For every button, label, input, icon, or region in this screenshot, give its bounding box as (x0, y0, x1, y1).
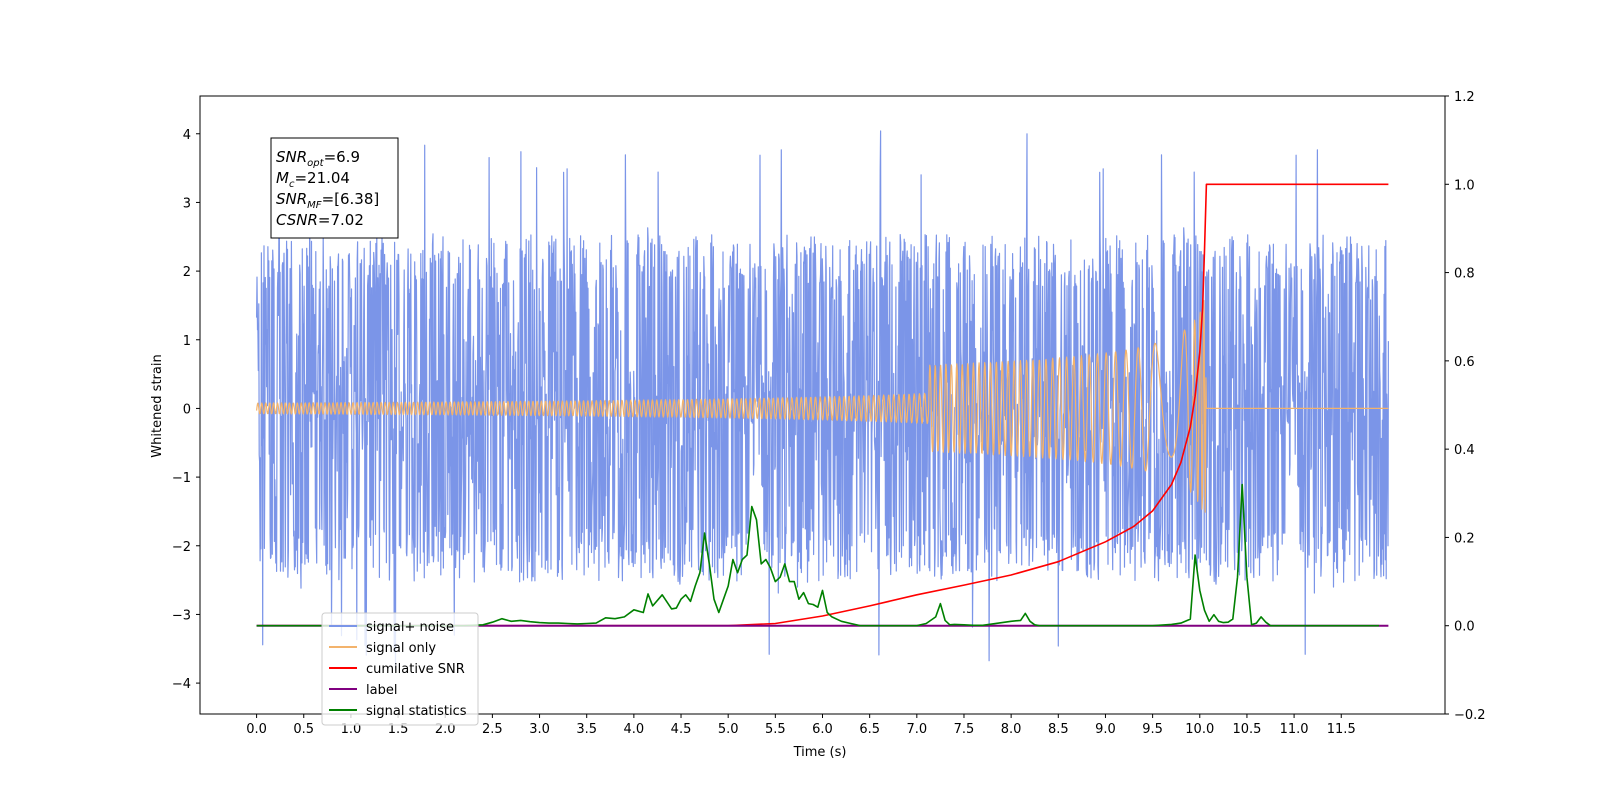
x-tick-label: 7.5 (954, 722, 975, 737)
legend-label: signal+ noise (366, 620, 454, 635)
x-tick-label: 9.0 (1095, 722, 1116, 737)
y2-tick-label: 0.8 (1454, 267, 1475, 282)
x-tick-label: 6.5 (859, 722, 880, 737)
x-axis-label: Time (s) (793, 745, 847, 760)
series-signal-statistics (256, 483, 1379, 627)
x-tick-label: 2.5 (482, 722, 503, 737)
legend-label: signal statistics (366, 704, 467, 719)
x-tick-label: 2.0 (435, 722, 456, 737)
y2-tick-label: −0.2 (1454, 708, 1486, 723)
series-signal-noise (256, 130, 1390, 669)
x-tick-label: 4.0 (624, 722, 645, 737)
x-tick-label: 5.0 (718, 722, 739, 737)
x-tick-label: 3.5 (576, 722, 597, 737)
y-tick-label: 1 (183, 334, 191, 349)
x-tick-label: 0.0 (246, 722, 267, 737)
y-tick-label: 3 (183, 196, 191, 211)
y-tick-label: 0 (183, 402, 191, 417)
legend-label: label (366, 683, 397, 698)
x-tick-label: 4.5 (671, 722, 692, 737)
y-tick-label: −4 (172, 677, 191, 692)
x-tick-label: 5.5 (765, 722, 786, 737)
legend: signal+ noise signal only cumilative SNR la… (321, 612, 479, 726)
series-signal-only (256, 299, 1389, 513)
y-tick-label: 4 (183, 128, 191, 143)
x-tick-label: 11.0 (1280, 722, 1309, 737)
y-axis-label: Whitened strain (150, 354, 165, 457)
x-tick-label: 1.0 (341, 722, 362, 737)
info-line: CSNR=7.02 (276, 211, 364, 229)
y-tick-label: −3 (172, 608, 191, 623)
info-line: SNRopt=6.9 (276, 148, 360, 169)
x-tick-label: 0.5 (293, 722, 314, 737)
legend-label: cumilative SNR (366, 662, 465, 677)
y2-tick-label: 0.4 (1454, 443, 1475, 458)
y-tick-label: 2 (183, 265, 191, 280)
x-tick-label: 10.0 (1185, 722, 1214, 737)
series-layer (256, 130, 1390, 669)
x-tick-label: 3.0 (529, 722, 550, 737)
y2-tick-label: 1.0 (1454, 178, 1475, 193)
y2-tick-label: 0.2 (1454, 531, 1475, 546)
y-axis-right: 1.2 1.0 0.8 0.6 0.4 0.2 0.0 −0.2 (1445, 90, 1486, 723)
y2-tick-label: 1.2 (1454, 90, 1475, 105)
x-tick-label: 8.0 (1001, 722, 1022, 737)
y-axis-left: 4 3 2 1 0 −1 −2 −3 −4 (172, 128, 200, 692)
legend-frame (321, 612, 479, 726)
info-box-frame (270, 137, 399, 239)
x-tick-label: 10.5 (1232, 722, 1261, 737)
x-tick-label: 6.0 (812, 722, 833, 737)
y-tick-label: −1 (172, 471, 191, 486)
info-line: SNRMF=[6.38] (276, 190, 379, 211)
series-cumilative-snr (256, 183, 1389, 627)
x-axis: 0.0 0.5 1.0 1.5 2.0 2.5 3.0 3.5 4.0 4.5 5.0 5.5 6.0 6… (246, 714, 1356, 737)
info-line: Mc=21.04 (276, 169, 350, 190)
legend-label: signal only (366, 641, 436, 656)
x-tick-label: 8.5 (1048, 722, 1069, 737)
y2-tick-label: 0.6 (1454, 355, 1475, 370)
x-tick-label: 11.5 (1327, 722, 1356, 737)
x-tick-label: 1.5 (388, 722, 409, 737)
y2-tick-label: 0.0 (1454, 620, 1475, 635)
y-tick-label: −2 (172, 540, 191, 555)
x-tick-label: 9.5 (1142, 722, 1163, 737)
x-tick-label: 7.0 (906, 722, 927, 737)
